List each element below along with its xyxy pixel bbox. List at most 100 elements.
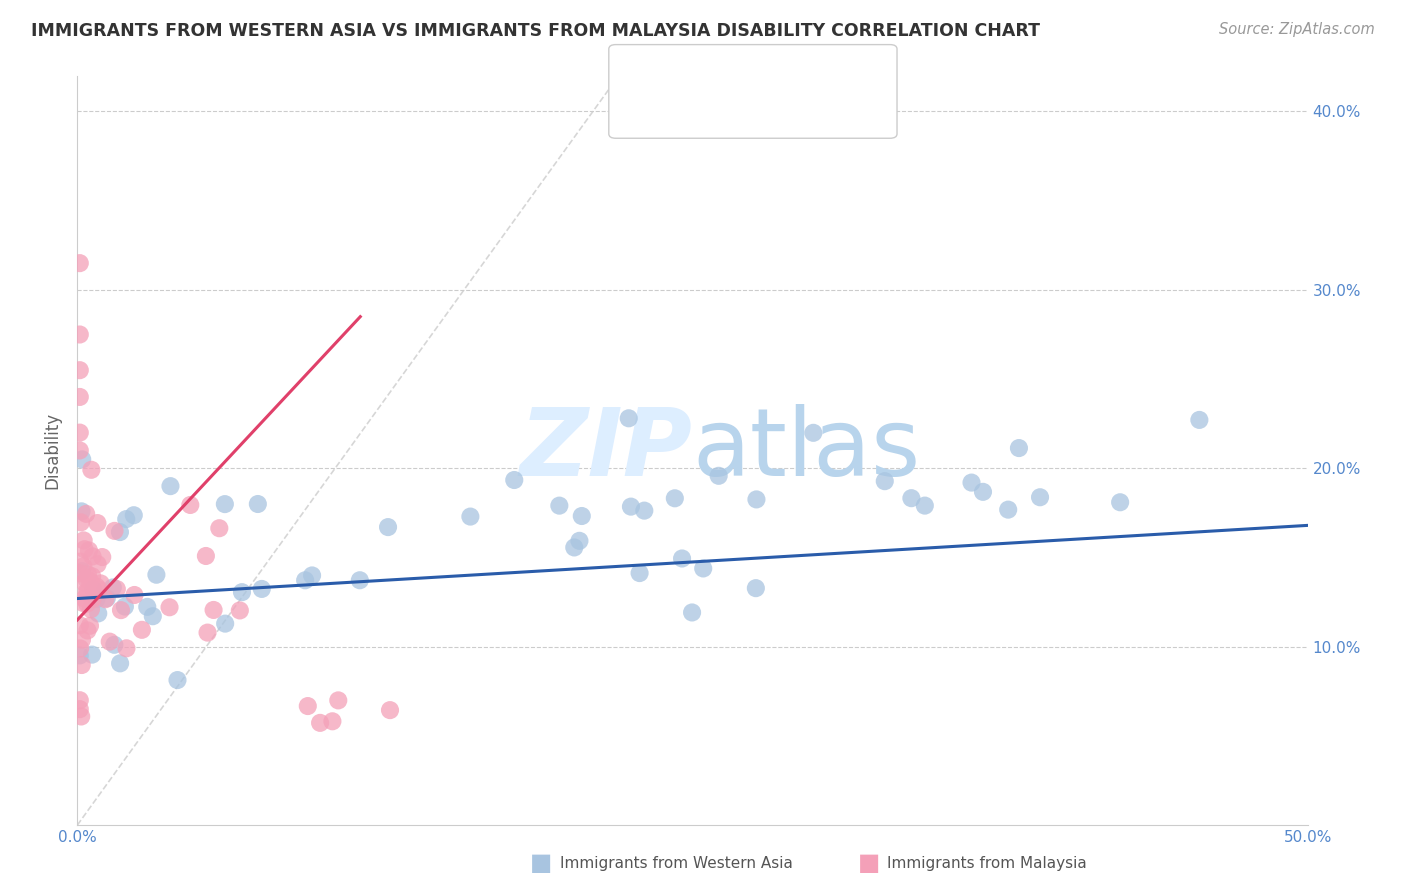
Text: Immigrants from Malaysia: Immigrants from Malaysia bbox=[887, 856, 1087, 871]
Text: ■: ■ bbox=[530, 852, 553, 875]
Text: Source: ZipAtlas.com: Source: ZipAtlas.com bbox=[1219, 22, 1375, 37]
Point bbox=[76, 584, 98, 599]
Point bbox=[69, 555, 91, 569]
Point bbox=[159, 479, 181, 493]
Point bbox=[194, 549, 217, 563]
Point bbox=[460, 509, 482, 524]
Point bbox=[131, 623, 153, 637]
Point bbox=[349, 574, 371, 588]
Point bbox=[70, 632, 93, 647]
Point bbox=[246, 497, 269, 511]
Point bbox=[76, 624, 98, 638]
Point bbox=[69, 693, 91, 707]
Point bbox=[197, 625, 219, 640]
Point bbox=[72, 559, 94, 574]
Point bbox=[69, 425, 91, 440]
Point bbox=[301, 568, 323, 582]
Point bbox=[105, 582, 128, 596]
Point bbox=[548, 499, 571, 513]
Text: atlas: atlas bbox=[693, 404, 921, 497]
Point bbox=[972, 484, 994, 499]
Point bbox=[75, 572, 97, 586]
Point bbox=[103, 524, 125, 538]
Point bbox=[82, 582, 104, 597]
Point bbox=[997, 502, 1019, 516]
Point bbox=[628, 566, 651, 580]
Point bbox=[69, 327, 91, 342]
Point bbox=[503, 473, 526, 487]
Text: ■: ■ bbox=[858, 852, 880, 875]
Point bbox=[115, 512, 138, 526]
Point bbox=[70, 658, 93, 673]
Point bbox=[145, 567, 167, 582]
Text: R = 0.222   N = 58: R = 0.222 N = 58 bbox=[665, 62, 844, 80]
Point bbox=[1008, 441, 1031, 455]
Point bbox=[73, 575, 96, 590]
Bar bbox=[630, 95, 655, 121]
Point bbox=[108, 525, 131, 540]
Point bbox=[562, 541, 585, 555]
Point bbox=[617, 411, 640, 425]
Point bbox=[101, 581, 124, 595]
Point bbox=[110, 603, 132, 617]
Point bbox=[82, 591, 104, 606]
Point bbox=[142, 609, 165, 624]
Point bbox=[745, 492, 768, 507]
Point bbox=[73, 591, 96, 606]
Point bbox=[571, 508, 593, 523]
Point bbox=[80, 463, 103, 477]
Point bbox=[124, 588, 146, 602]
Point bbox=[108, 657, 131, 671]
Point bbox=[620, 500, 643, 514]
Point bbox=[69, 618, 91, 632]
Point bbox=[801, 425, 824, 440]
Point bbox=[250, 582, 273, 596]
Point bbox=[69, 390, 91, 404]
Point bbox=[681, 606, 703, 620]
Text: IMMIGRANTS FROM WESTERN ASIA VS IMMIGRANTS FROM MALAYSIA DISABILITY CORRELATION : IMMIGRANTS FROM WESTERN ASIA VS IMMIGRAN… bbox=[31, 22, 1040, 40]
Point bbox=[86, 516, 108, 530]
Bar bbox=[630, 59, 655, 86]
Y-axis label: Disability: Disability bbox=[44, 412, 62, 489]
Point bbox=[79, 574, 101, 588]
Point bbox=[69, 648, 91, 663]
Point bbox=[86, 557, 108, 571]
Point bbox=[75, 507, 97, 521]
Point bbox=[1029, 490, 1052, 504]
Point bbox=[69, 641, 91, 656]
Point bbox=[72, 596, 94, 610]
Point bbox=[73, 542, 96, 557]
Point bbox=[86, 592, 108, 607]
Point bbox=[96, 591, 118, 606]
Point bbox=[633, 503, 655, 517]
Point bbox=[1109, 495, 1132, 509]
Point bbox=[91, 550, 114, 565]
Point bbox=[294, 574, 316, 588]
Point bbox=[707, 468, 730, 483]
Point bbox=[77, 567, 100, 582]
Point bbox=[208, 521, 231, 535]
Point bbox=[664, 491, 686, 506]
Text: Immigrants from Western Asia: Immigrants from Western Asia bbox=[560, 856, 793, 871]
Point bbox=[69, 702, 91, 716]
Point bbox=[214, 497, 236, 511]
Point bbox=[900, 491, 922, 506]
Point bbox=[179, 498, 201, 512]
Point bbox=[873, 474, 896, 488]
Point bbox=[82, 569, 104, 583]
Point bbox=[69, 443, 91, 458]
Point bbox=[79, 619, 101, 633]
Point bbox=[671, 551, 693, 566]
Point bbox=[214, 616, 236, 631]
Point bbox=[960, 475, 983, 490]
Text: ZIP: ZIP bbox=[520, 404, 693, 497]
Point bbox=[82, 549, 104, 564]
Text: R = 0.588   N = 63: R = 0.588 N = 63 bbox=[665, 98, 844, 116]
Point bbox=[90, 576, 112, 591]
Point bbox=[69, 256, 91, 270]
Point bbox=[77, 543, 100, 558]
Point bbox=[745, 581, 768, 595]
Point bbox=[76, 585, 98, 599]
Point bbox=[122, 508, 145, 523]
Point bbox=[378, 703, 401, 717]
